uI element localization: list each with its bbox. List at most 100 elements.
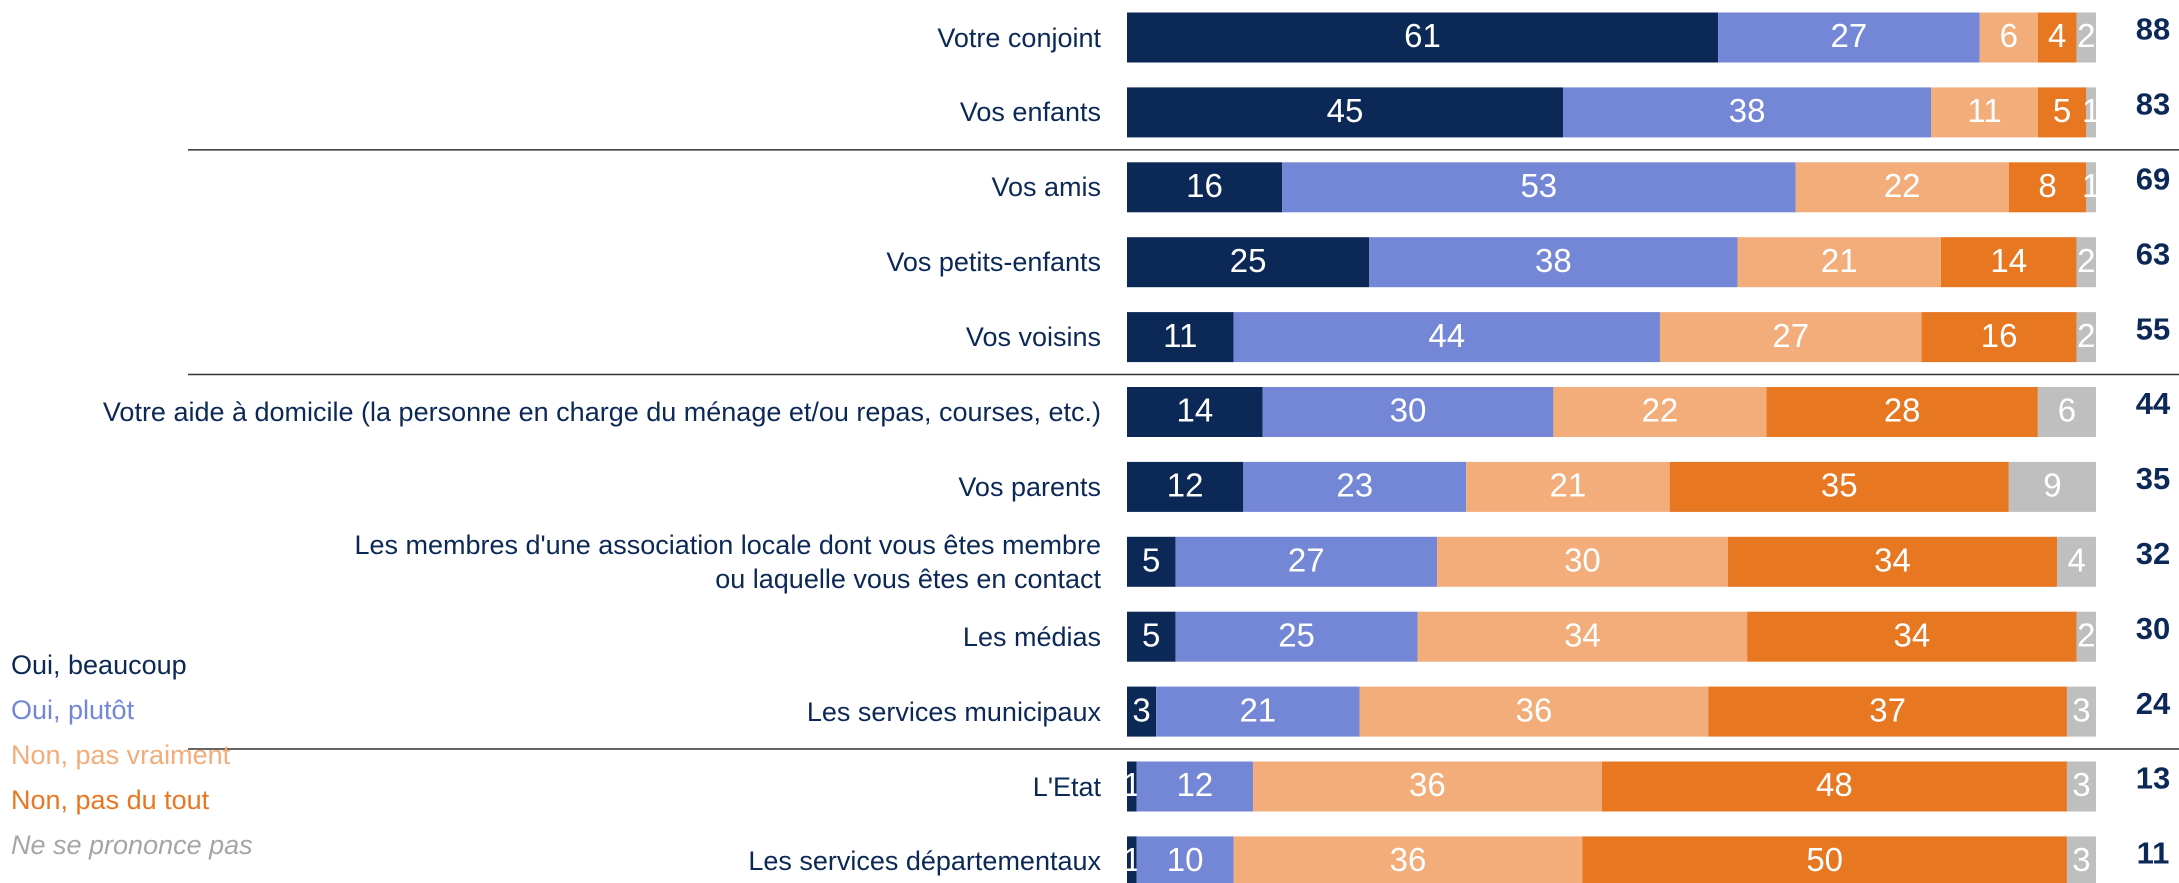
value-label: 34 bbox=[1894, 616, 1931, 653]
value-label: 12 bbox=[1176, 766, 1213, 803]
bar-segment bbox=[2008, 162, 2087, 213]
legend-entry: Oui, plutôt bbox=[11, 695, 135, 725]
bar-segment bbox=[1233, 312, 1660, 363]
legend-entry: Oui, beaucoup bbox=[11, 650, 187, 680]
value-label: 27 bbox=[1772, 317, 1809, 354]
bar-segment bbox=[1233, 836, 1583, 883]
value-label: 5 bbox=[1142, 616, 1160, 653]
bar-segment bbox=[1553, 387, 1767, 437]
value-label: 4 bbox=[2048, 17, 2066, 54]
value-label: 34 bbox=[1564, 616, 1601, 653]
value-label: 6 bbox=[2058, 392, 2076, 429]
bar-segment bbox=[1262, 387, 1554, 437]
value-label: 16 bbox=[1186, 167, 1223, 204]
value-label: 1 bbox=[1123, 766, 1141, 803]
bar-segment bbox=[2076, 12, 2096, 63]
value-label: 37 bbox=[1869, 691, 1906, 728]
value-label: 28 bbox=[1884, 392, 1921, 429]
value-label: 1 bbox=[2082, 92, 2100, 129]
value-label: 21 bbox=[1821, 242, 1858, 279]
value-label: 10 bbox=[1167, 841, 1204, 878]
category-label: Vos parents bbox=[958, 471, 1101, 502]
total-label: 30 bbox=[2136, 611, 2170, 646]
bar-segment bbox=[1243, 461, 1467, 512]
bar-segment bbox=[1127, 761, 1137, 812]
bar-segment bbox=[1175, 611, 1418, 662]
total-label: 55 bbox=[2136, 311, 2170, 346]
category-label: Votre conjoint bbox=[937, 22, 1101, 53]
value-label: 23 bbox=[1336, 467, 1373, 504]
total-label: 69 bbox=[2136, 161, 2170, 196]
bar-segment bbox=[1282, 162, 1796, 213]
value-label: 12 bbox=[1167, 467, 1204, 504]
value-label: 2 bbox=[2077, 242, 2095, 279]
value-label: 1 bbox=[2082, 167, 2100, 204]
category-label: Les services municipaux bbox=[806, 696, 1101, 727]
bar-segment bbox=[2037, 87, 2087, 138]
bar-segment bbox=[2057, 536, 2096, 587]
bar-segment bbox=[2076, 611, 2096, 662]
value-label: 1 bbox=[1123, 841, 1141, 878]
value-label: 22 bbox=[1884, 167, 1921, 204]
bar-segment bbox=[1127, 162, 1283, 213]
bar-segment bbox=[1727, 536, 2058, 587]
value-label: 27 bbox=[1288, 542, 1325, 579]
value-label: 36 bbox=[1390, 841, 1427, 878]
total-label: 24 bbox=[2136, 686, 2171, 721]
value-label: 30 bbox=[1564, 542, 1601, 579]
bar-segment bbox=[1718, 12, 1980, 63]
bar-segment bbox=[1156, 686, 1360, 737]
category-label: Votre aide à domicile (la personne en ch… bbox=[102, 397, 1101, 427]
value-label: 14 bbox=[1176, 392, 1213, 429]
total-label: 35 bbox=[2136, 461, 2170, 496]
bar-segment bbox=[2066, 686, 2096, 737]
value-label: 27 bbox=[1831, 17, 1868, 54]
value-label: 14 bbox=[1990, 242, 2027, 279]
bar-segment bbox=[1127, 12, 1719, 63]
bar-segment bbox=[2076, 237, 2096, 288]
total-label: 32 bbox=[2136, 536, 2170, 571]
bar-segment bbox=[1127, 536, 1176, 587]
bar-segment bbox=[1127, 686, 1157, 737]
bar-segment bbox=[1127, 836, 1137, 883]
total-label: 88 bbox=[2136, 12, 2170, 47]
value-label: 53 bbox=[1520, 167, 1557, 204]
bar-segment bbox=[1127, 611, 1176, 662]
category-label: Vos amis bbox=[991, 172, 1101, 203]
bar-segment bbox=[1359, 686, 1709, 737]
value-label: 3 bbox=[2072, 766, 2090, 803]
bar-segment bbox=[1127, 461, 1244, 512]
value-label: 36 bbox=[1409, 766, 1446, 803]
total-label: 63 bbox=[2136, 236, 2170, 271]
value-label: 44 bbox=[1428, 317, 1465, 354]
total-label: 83 bbox=[2136, 87, 2170, 122]
value-label: 21 bbox=[1550, 467, 1587, 504]
bar-segment bbox=[2066, 836, 2096, 883]
value-label: 30 bbox=[1390, 392, 1427, 429]
value-label: 6 bbox=[2000, 17, 2018, 54]
value-label: 36 bbox=[1516, 691, 1553, 728]
category-label: Les médias bbox=[962, 621, 1101, 652]
value-label: 5 bbox=[1142, 542, 1160, 579]
value-label: 4 bbox=[2067, 542, 2085, 579]
category-label: Les membres d'une association locale don… bbox=[354, 529, 1101, 594]
value-label: 9 bbox=[2043, 467, 2061, 504]
legend-entry: Non, pas du tout bbox=[11, 785, 210, 815]
total-label: 13 bbox=[2136, 761, 2170, 796]
bar-segment bbox=[1708, 686, 2067, 737]
value-label: 8 bbox=[2038, 167, 2056, 204]
value-label: 2 bbox=[2077, 317, 2095, 354]
bar-segment bbox=[1127, 87, 1564, 138]
bar-segment bbox=[2066, 761, 2096, 812]
bar-segment bbox=[1940, 237, 2077, 288]
bar-segment bbox=[1136, 761, 1253, 812]
bar-segment bbox=[1369, 237, 1738, 288]
value-label: 21 bbox=[1239, 691, 1276, 728]
bar-segment bbox=[1563, 87, 1932, 138]
value-label: 3 bbox=[2072, 841, 2090, 878]
bar-segment bbox=[1175, 536, 1438, 587]
bar-segment bbox=[1417, 611, 1748, 662]
bar-segment bbox=[1979, 12, 2038, 63]
